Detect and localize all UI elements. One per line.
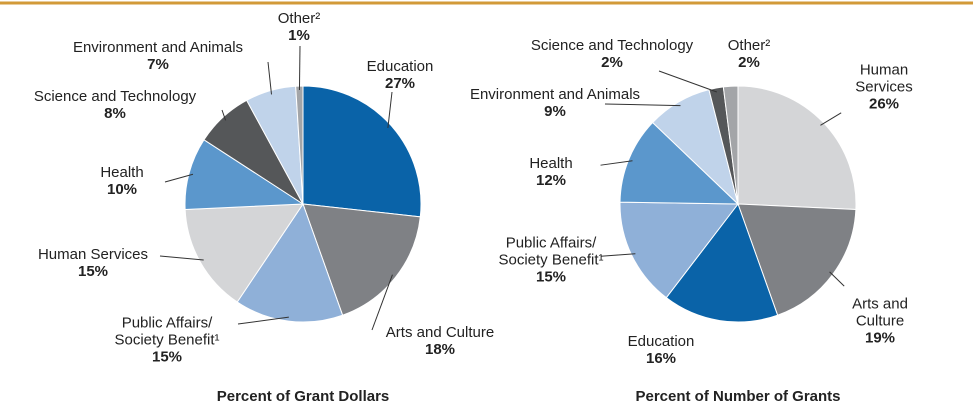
slice-label: Environment and Animals 7%: [73, 39, 243, 73]
slice-label: Other² 2%: [728, 37, 771, 71]
leader-line: [387, 91, 393, 128]
value-label: 9%: [544, 103, 566, 120]
slice-label: Education 16%: [628, 333, 695, 367]
category-label: Environment and Animals: [72, 39, 244, 56]
slice-label: Health 10%: [100, 164, 143, 198]
value-label: 10%: [106, 181, 138, 198]
slice-label: Arts and Culture 19%: [834, 296, 927, 347]
pie-slice: [737, 203, 857, 316]
value-label: 27%: [384, 75, 416, 92]
pie-slice: [665, 202, 779, 323]
value-label: 16%: [645, 350, 677, 367]
slice-label: Science and Technology 8%: [34, 88, 196, 122]
value-label: 12%: [535, 172, 567, 189]
pie-slice: [737, 85, 857, 211]
category-label: Science and Technology: [530, 37, 694, 54]
leader-line: [604, 103, 681, 107]
category-label: Other²: [277, 10, 321, 27]
leader-line: [164, 173, 194, 183]
slice-label: Science and Technology 2%: [531, 37, 693, 71]
category-label: Human Services: [37, 246, 149, 263]
value-label: 15%: [77, 263, 109, 280]
pie-slice: [619, 201, 740, 299]
category-label: Education: [366, 58, 434, 75]
leader-line: [221, 109, 227, 121]
value-label: 26%: [868, 95, 900, 113]
value-label: 1%: [288, 27, 310, 44]
leader-line: [371, 274, 393, 331]
category-label: Environment and Animals: [469, 86, 641, 103]
slice-label: Public Affairs/ Society Benefit¹ 15%: [114, 315, 219, 366]
slice-label: Environment and Animals 9%: [470, 86, 640, 120]
chart-title: Percent of Grant Dollars: [216, 388, 390, 405]
category-label: Human Services: [855, 61, 913, 96]
pie-slice: [236, 202, 344, 323]
value-label: 18%: [424, 341, 456, 358]
pie-slice: [619, 121, 740, 205]
slice-label: Arts and Culture 18%: [386, 324, 494, 358]
category-label: Other²: [727, 37, 771, 54]
pie-slice: [302, 203, 421, 316]
category-label: Health: [100, 164, 144, 181]
leader-line: [267, 61, 272, 95]
leader-line: [237, 316, 289, 325]
slice-label: Other² 1%: [278, 10, 321, 44]
category-label: Public Affairs/ Society Benefit¹: [114, 314, 220, 349]
category-label: Science and Technology: [33, 88, 197, 105]
value-label: 7%: [147, 56, 169, 73]
category-label: Arts and Culture: [852, 295, 908, 330]
leader-line: [829, 271, 845, 287]
value-label: 19%: [864, 329, 896, 347]
category-label: Public Affairs/ Society Benefit¹: [498, 234, 604, 269]
leader-line: [159, 255, 204, 261]
value-label: 2%: [601, 54, 623, 71]
category-label: Arts and Culture: [385, 324, 495, 341]
leader-line: [600, 253, 636, 257]
category-label: Health: [529, 155, 573, 172]
slice-label: Public Affairs/ Society Benefit¹ 15%: [498, 235, 603, 286]
slice-label: Human Services 26%: [840, 62, 929, 113]
leader-line: [820, 112, 842, 126]
pie-slice: [722, 85, 739, 205]
pie-slice: [184, 203, 304, 303]
value-label: 15%: [151, 348, 183, 366]
slice-label: Human Services 15%: [38, 246, 148, 280]
slice-label: Health 12%: [529, 155, 572, 189]
leader-line: [600, 160, 633, 166]
chart-title: Percent of Number of Grants: [635, 388, 841, 405]
leader-line: [298, 45, 301, 91]
value-label: 15%: [535, 268, 567, 286]
value-label: 8%: [104, 105, 126, 122]
pie-slice: [302, 85, 422, 218]
leader-line: [658, 70, 718, 93]
pie-slice: [184, 139, 305, 211]
slice-label: Education 27%: [367, 58, 434, 92]
value-label: 2%: [738, 54, 760, 71]
category-label: Education: [627, 333, 695, 350]
